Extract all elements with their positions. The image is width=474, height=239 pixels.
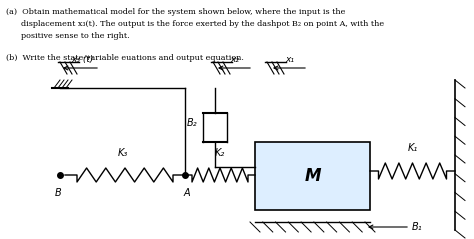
Text: (b)  Write the state-variable euations and output equation.: (b) Write the state-variable euations an… — [6, 54, 244, 62]
Text: K₁: K₁ — [407, 143, 418, 153]
Bar — [255, 142, 370, 210]
Text: K₃: K₃ — [118, 148, 128, 158]
Text: K₂: K₂ — [215, 148, 225, 158]
Text: A: A — [184, 188, 191, 198]
Text: x₁: x₁ — [285, 55, 294, 64]
Text: displacement x₃(t). The output is the force exerted by the dashpot B₂ on point A: displacement x₃(t). The output is the fo… — [6, 20, 384, 28]
Text: (a)  Obtain mathematical model for the system shown below, where the input is th: (a) Obtain mathematical model for the sy… — [6, 8, 346, 16]
Text: M: M — [304, 167, 321, 185]
Text: x₂: x₂ — [230, 55, 239, 64]
Text: B₁: B₁ — [412, 222, 423, 232]
Text: positive sense to the right.: positive sense to the right. — [6, 32, 129, 40]
Text: B₂: B₂ — [186, 118, 197, 127]
Text: B: B — [55, 188, 61, 198]
Text: x₃ (t): x₃ (t) — [71, 55, 93, 64]
